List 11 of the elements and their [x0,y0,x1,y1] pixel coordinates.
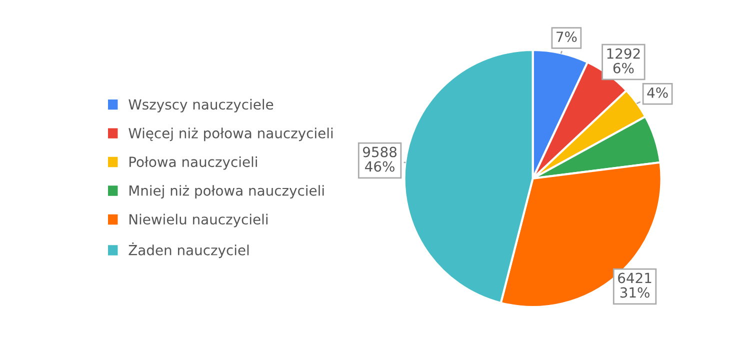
data-label: 7% [556,32,577,42]
legend-label: Więcej niż połowa nauczycieli [128,128,333,142]
data-label: 9588 46% [362,146,397,172]
data-label: 4% [647,87,668,98]
legend-label: Wszyscy nauczyciele [128,98,274,112]
legend-label: Połowa nauczycieli [130,156,257,170]
data-label: 6421 31% [618,272,652,298]
legend-label: Żaden nauczyciel [128,242,249,258]
legend-label: Mniej niż połowa nauczycieli [130,185,324,199]
legend-label: Niewielu nauczycieli [130,214,268,228]
data-label: 1292 6% [607,48,640,74]
